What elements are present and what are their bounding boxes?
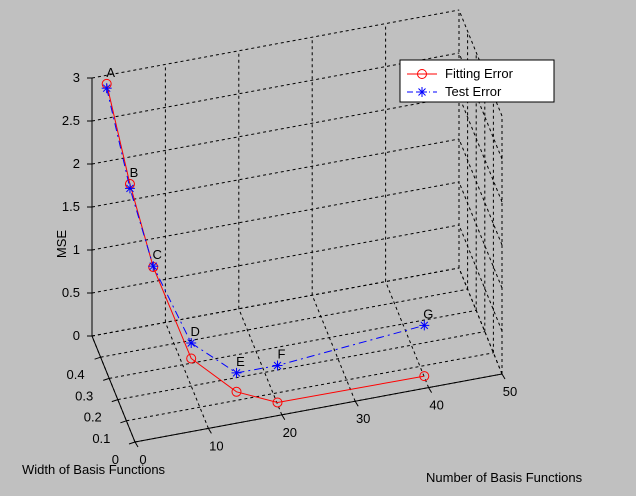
side-wall-gridline-horizontal xyxy=(458,138,503,246)
point-label-c: C xyxy=(153,247,162,262)
back-wall-gridline-horizontal xyxy=(91,267,460,337)
side-wall-gridline-horizontal xyxy=(458,95,503,203)
side-wall-gridline-horizontal xyxy=(458,224,503,332)
floor-gridline-x xyxy=(311,295,356,402)
x-tick-label: 40 xyxy=(429,398,443,413)
data-point-test-error xyxy=(231,367,242,378)
x-tick-mark xyxy=(501,373,506,380)
legend-marker-test-error xyxy=(417,87,427,97)
y-tick-mark xyxy=(120,420,127,424)
floor-gridline-y xyxy=(100,288,468,358)
x-axis-line xyxy=(134,373,503,443)
data-point-test-error-d2 xyxy=(102,84,111,93)
legend-entry-test-error: Test Error xyxy=(407,84,502,99)
y-tick-mark xyxy=(111,399,118,403)
legend-label-test-error: Test Error xyxy=(445,84,502,99)
point-label-f: F xyxy=(278,347,286,362)
y-tick-mark xyxy=(94,356,101,360)
data-point-test-error xyxy=(272,360,283,371)
data-point-test-error xyxy=(148,261,159,272)
data-point-test-error xyxy=(124,183,135,194)
floor-gridline-x xyxy=(164,322,209,429)
data-point-test-error-d2 xyxy=(232,369,241,377)
data-point-test-error-d2 xyxy=(187,339,196,347)
floor-gridline-x xyxy=(385,281,430,388)
floor-gridline-x xyxy=(238,308,283,415)
back-wall-gridline-horizontal xyxy=(91,95,460,165)
z-tick-label: 1 xyxy=(73,242,80,257)
z-tick-label: 3 xyxy=(73,70,80,85)
floor-gridline-y xyxy=(126,352,494,422)
x-tick-mark xyxy=(207,428,212,434)
x-tick-label: 10 xyxy=(209,438,223,453)
x-tick-label: 20 xyxy=(283,425,297,440)
y-tick-label: 0 xyxy=(112,452,119,467)
side-wall-gridline-horizontal xyxy=(458,181,503,289)
z-axis-label: MSE xyxy=(54,230,69,259)
legend-star-marker-d2 xyxy=(418,88,426,96)
data-point-test-error-d2 xyxy=(273,361,282,370)
x-tick-label: 50 xyxy=(503,384,517,399)
point-label-g: G xyxy=(423,306,433,321)
x-tick-mark xyxy=(354,400,359,407)
legend-marker-fitting-error xyxy=(417,69,427,79)
z-tick-label: 1.5 xyxy=(62,199,80,214)
y-axis-label: Width of Basis Functions xyxy=(22,462,166,477)
x-tick-mark xyxy=(134,441,139,448)
y-tick-mark xyxy=(128,441,136,445)
x-tick-label: 30 xyxy=(356,411,370,426)
data-point-fitting-error xyxy=(272,397,283,408)
z-tick-label: 0 xyxy=(73,328,80,343)
data-point-test-error xyxy=(101,83,112,94)
side-wall-gridline-horizontal xyxy=(458,52,503,160)
z-tick-label: 2.5 xyxy=(62,113,80,128)
point-label-a: A xyxy=(106,65,115,80)
x-tick-mark xyxy=(281,414,286,421)
y-tick-label: 0.3 xyxy=(75,388,93,403)
x-tick-mark xyxy=(428,387,433,393)
x-tick-label: 0 xyxy=(139,452,146,467)
series-layer: A B C D E F G xyxy=(101,65,433,408)
data-point-fitting-error xyxy=(231,386,242,397)
y-axis-line xyxy=(91,335,136,443)
floor-gridline-y xyxy=(109,309,477,379)
back-wall-gridline-horizontal xyxy=(91,138,460,208)
back-wall-gridline-horizontal xyxy=(91,52,460,122)
data-point-fitting-error xyxy=(419,371,430,382)
data-point-test-error-d2 xyxy=(126,184,134,193)
data-point-test-error xyxy=(186,338,197,348)
y-tick-label: 0.2 xyxy=(84,410,102,425)
data-point-test-error-d2 xyxy=(420,321,429,330)
point-label-e: E xyxy=(236,354,245,369)
labels: Number of Basis Functions Width of Basis… xyxy=(22,230,583,485)
data-point-test-error-d2 xyxy=(149,262,158,271)
back-wall-gridline-horizontal xyxy=(91,224,460,294)
y-tick-label: 0.4 xyxy=(67,367,85,382)
side-wall-gridline-horizontal xyxy=(458,267,503,375)
x-axis-label: Number of Basis Functions xyxy=(426,470,583,485)
point-label-b: B xyxy=(130,165,139,180)
z-tick-label: 2 xyxy=(73,156,80,171)
floor-gridline-y xyxy=(117,331,485,401)
legend-entry-fitting-error: Fitting Error xyxy=(407,66,514,81)
point-label-d: D xyxy=(191,324,200,339)
back-wall-gridline-horizontal xyxy=(91,181,460,251)
data-point-test-error xyxy=(419,320,430,331)
data-point-fitting-error xyxy=(186,353,197,364)
back-wall-gridline-horizontal xyxy=(91,9,460,79)
legend: Fitting Error Test Error xyxy=(399,59,555,103)
z-tick-label: 0.5 xyxy=(62,285,80,300)
y-tick-label: 0.1 xyxy=(92,431,110,446)
legend-label-fitting-error: Fitting Error xyxy=(445,66,514,81)
y-tick-mark xyxy=(103,377,110,381)
legend-star-marker xyxy=(417,87,427,97)
